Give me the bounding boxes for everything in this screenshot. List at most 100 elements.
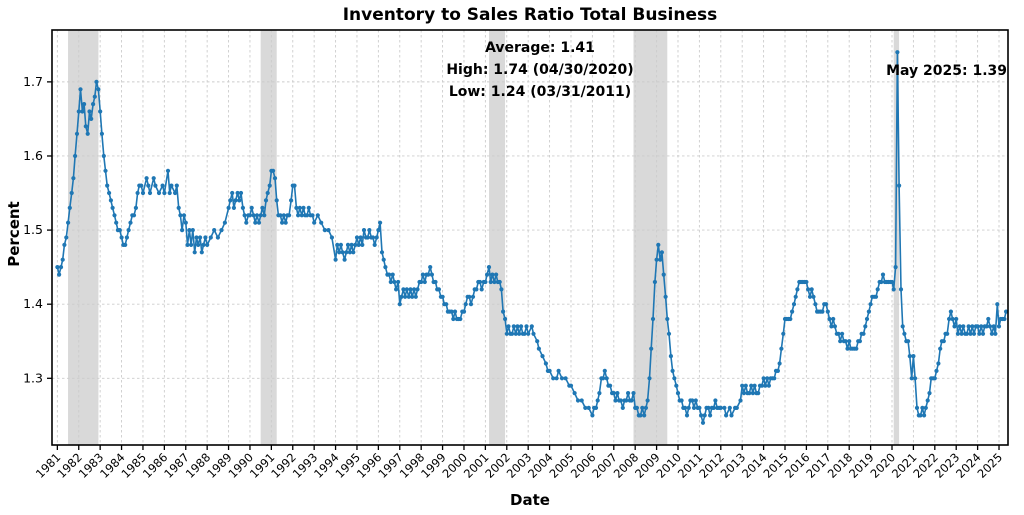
y-tick-label: 1.7 bbox=[23, 74, 43, 89]
data-point-marker bbox=[947, 316, 952, 322]
data-point-marker bbox=[345, 242, 351, 247]
data-point-marker bbox=[383, 265, 388, 270]
data-point-marker bbox=[509, 331, 515, 336]
data-point-marker bbox=[147, 190, 153, 196]
data-point-marker bbox=[240, 205, 245, 210]
data-point-marker bbox=[572, 391, 577, 396]
data-point-marker bbox=[1004, 309, 1009, 314]
data-point-marker bbox=[474, 287, 479, 292]
data-point-marker bbox=[358, 235, 363, 240]
x-tick-label: 2025 bbox=[975, 450, 1006, 481]
data-point-marker bbox=[390, 272, 395, 277]
data-point-marker bbox=[92, 94, 97, 99]
data-point-marker bbox=[595, 398, 600, 403]
data-point-marker bbox=[403, 294, 408, 299]
data-point-marker bbox=[139, 183, 144, 188]
data-point-marker bbox=[620, 405, 625, 410]
data-point-marker bbox=[941, 339, 946, 344]
data-point-marker bbox=[222, 220, 227, 225]
data-point-marker bbox=[898, 287, 904, 292]
data-point-marker bbox=[734, 405, 739, 410]
data-point-marker bbox=[743, 383, 748, 388]
data-point-marker bbox=[397, 302, 402, 307]
data-point-marker bbox=[401, 287, 406, 292]
data-point-marker bbox=[265, 190, 270, 196]
data-point-marker bbox=[752, 383, 757, 388]
data-point-marker bbox=[58, 265, 64, 270]
data-point-marker bbox=[503, 316, 508, 322]
data-point-marker bbox=[615, 391, 620, 396]
data-point-marker bbox=[729, 413, 734, 418]
data-point-marker bbox=[169, 183, 174, 188]
data-point-marker bbox=[267, 183, 272, 188]
stats-average: Average: 1.41 bbox=[485, 40, 595, 56]
data-point-marker bbox=[151, 176, 156, 181]
data-point-marker bbox=[235, 190, 240, 196]
data-point-marker bbox=[918, 413, 923, 418]
data-point-marker bbox=[74, 131, 80, 136]
data-point-marker bbox=[62, 242, 67, 247]
data-point-marker bbox=[914, 405, 920, 410]
data-point-marker bbox=[219, 228, 224, 233]
data-point-marker bbox=[82, 102, 87, 107]
data-point-marker bbox=[196, 242, 201, 247]
data-point-marker bbox=[272, 176, 278, 181]
data-point-marker bbox=[970, 324, 975, 329]
data-point-marker bbox=[319, 220, 324, 225]
data-point-marker bbox=[436, 287, 441, 292]
data-point-marker bbox=[945, 331, 950, 336]
data-point-marker bbox=[413, 294, 418, 299]
data-point-marker bbox=[119, 235, 124, 240]
data-point-marker bbox=[590, 413, 595, 418]
data-point-marker bbox=[315, 213, 320, 218]
data-point-marker bbox=[690, 398, 695, 403]
data-point-marker bbox=[665, 316, 670, 322]
data-point-marker bbox=[640, 405, 645, 410]
data-point-marker bbox=[467, 294, 472, 299]
data-point-marker bbox=[412, 287, 417, 292]
data-point-marker bbox=[497, 279, 502, 285]
data-point-marker bbox=[761, 376, 766, 381]
data-point-marker bbox=[131, 213, 137, 218]
data-point-marker bbox=[995, 302, 1000, 307]
data-point-marker bbox=[747, 391, 752, 396]
data-point-marker bbox=[522, 331, 527, 336]
data-point-marker bbox=[674, 383, 679, 388]
data-point-marker bbox=[647, 376, 652, 381]
data-point-marker bbox=[477, 279, 483, 285]
data-point-marker bbox=[966, 324, 971, 329]
data-point-marker bbox=[57, 272, 62, 277]
data-point-marker bbox=[991, 324, 996, 329]
data-point-marker bbox=[101, 153, 106, 159]
data-point-marker bbox=[156, 190, 162, 196]
axes-spines bbox=[51, 29, 1009, 446]
data-point-marker bbox=[340, 250, 345, 255]
data-point-marker bbox=[374, 235, 379, 240]
data-point-marker bbox=[672, 376, 677, 381]
data-point-marker bbox=[365, 235, 370, 240]
data-point-marker bbox=[492, 279, 497, 285]
data-point-marker bbox=[575, 398, 581, 403]
data-point-marker bbox=[652, 279, 658, 285]
data-point-marker bbox=[649, 346, 654, 351]
data-point-marker bbox=[194, 235, 199, 240]
data-point-marker bbox=[913, 376, 918, 381]
data-point-marker bbox=[440, 294, 445, 299]
data-point-marker bbox=[650, 316, 656, 322]
data-point-marker bbox=[160, 183, 165, 188]
data-point-marker bbox=[811, 294, 816, 299]
data-point-marker bbox=[251, 213, 256, 218]
data-point-marker bbox=[825, 309, 830, 314]
data-point-marker bbox=[153, 183, 158, 188]
data-point-marker bbox=[297, 205, 302, 210]
recession-band bbox=[260, 30, 277, 445]
y-axis-title: Percent bbox=[5, 201, 23, 267]
data-point-marker bbox=[419, 279, 424, 285]
data-point-marker bbox=[979, 324, 984, 329]
data-point-marker bbox=[408, 287, 413, 292]
data-point-marker bbox=[922, 413, 927, 418]
data-point-marker bbox=[233, 198, 238, 203]
data-point-marker bbox=[468, 302, 474, 307]
data-point-marker bbox=[322, 228, 327, 233]
data-point-marker bbox=[428, 265, 433, 270]
